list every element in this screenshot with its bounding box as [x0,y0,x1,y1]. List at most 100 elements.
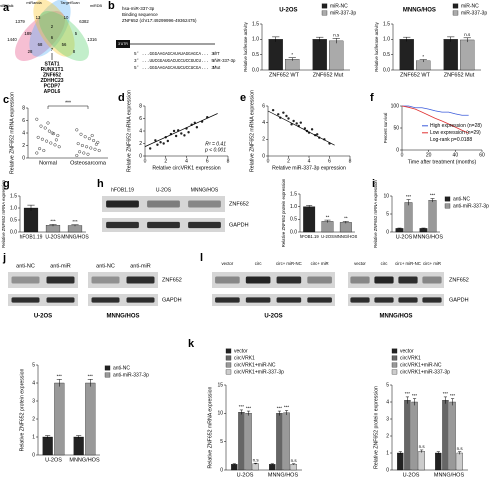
x-tick-label: ZNF652 Mut [444,72,475,78]
point [172,129,176,133]
annotation: Log-rank p=0.0188 [430,137,472,143]
error-bar [270,463,274,465]
blot-band [46,276,75,284]
lane-label: circ+ miR [423,261,441,266]
point [180,132,183,135]
sequence: 5' ...GGGAAGAGCAUUCUCCUCGA... 3' [134,66,217,71]
x-tick-label: hFOB1.19 [300,234,320,239]
annotation: p < 0.001 [204,147,226,153]
legend-label: miR-337-3p [461,10,487,16]
venn-set-label: TargetScan [60,1,79,5]
error-bar [27,204,35,211]
significance-label: *** [405,391,411,396]
x-tick-label: 0 [267,158,270,164]
point [303,127,307,130]
significance-label: n.s [333,33,340,38]
sequence-label: Mut [213,65,221,70]
legend-swatch [321,3,328,9]
blot-band [188,200,221,208]
blot-band [307,276,332,284]
blot-band [422,276,442,284]
error-bar [443,396,448,404]
significance-label: *** [443,391,449,396]
point [295,122,298,125]
x-tick-label: 6 [206,158,209,164]
x-tick-label: U-2OS [237,472,254,478]
legend-label: miR-NC [461,3,479,9]
legend-label: vector [400,348,414,354]
bar [67,225,83,233]
error-bar [45,435,51,439]
venn-count: 1379 [15,19,25,24]
blot-band [215,297,240,303]
x-tick-label: U-2OS [45,234,61,240]
venn-count: 8 [73,49,76,54]
error-bar [398,451,402,455]
x-tick-label: U-2OS [403,472,420,478]
y-tick-label: 4 [139,128,142,134]
point [38,147,42,151]
error-bar [246,410,251,416]
bar [456,452,463,471]
row-label: GAPDH [449,297,469,303]
point [43,126,47,130]
error-bar [420,449,424,453]
y-tick-label: 6 [262,103,265,109]
y-tick-label: 1.0 [10,205,17,211]
y-tick-label: 10 [217,411,223,417]
annotation: *** [65,100,71,106]
sequence-label: miR-337-3p [213,58,236,63]
bar [419,228,428,233]
legend-swatch [391,369,398,375]
point [287,117,290,120]
point [154,139,157,142]
error-bar [324,219,331,223]
blot-band [307,297,332,303]
significance-label: *** [412,393,418,398]
legend-label: anti-miR-337-3p [453,203,489,209]
legend-swatch [391,348,398,354]
panel-label: i [372,178,375,190]
lane-label: circ [381,261,389,266]
utr-label: 3'UTR [118,42,128,46]
x-tick-label: 20 [426,152,432,158]
blot-band [11,276,40,284]
point [86,152,90,156]
y-tick-label: 3 [386,416,389,422]
legend-label: vector [234,348,248,354]
legend-label: circVRK1+miR-337-3p [234,369,284,375]
error-bar [56,379,62,387]
y-tick-label: 0.0 [290,229,297,235]
row-label: ZNF652 [162,277,182,283]
y-tick-label: 0 [386,467,389,473]
point [174,134,178,138]
point [35,151,39,155]
error-bar [292,463,296,465]
x-tick-label: MNNG/HOS [434,472,465,478]
y-tick-label: 0.5 [290,217,297,223]
bar [399,39,414,71]
point [162,142,165,145]
error-bar [419,59,427,63]
gene-name: ZNF652 [43,72,61,78]
lane-label: hFOB1.19 [111,187,134,193]
panel-label: h [97,178,104,190]
significance-label: ** [326,214,330,219]
error-bar [421,227,426,229]
point [76,142,80,146]
x-tick-label: 60 [479,152,485,158]
y-axis-label: Relative ZNF652 mRNA expression [9,92,15,174]
y-tick-label: 2 [386,433,389,439]
significance-label: *** [406,194,412,199]
error-bar [284,410,289,416]
point [148,147,152,150]
venn-set-label: miRWalk [0,4,14,8]
significance-label: *** [246,405,252,410]
blot-band [215,276,240,284]
legend-swatch [391,362,398,368]
row-label: GAPDH [162,297,182,303]
panel-label: k [188,338,195,350]
bar [395,228,404,233]
blot-band [276,276,302,284]
lane-label: circ [255,261,263,266]
